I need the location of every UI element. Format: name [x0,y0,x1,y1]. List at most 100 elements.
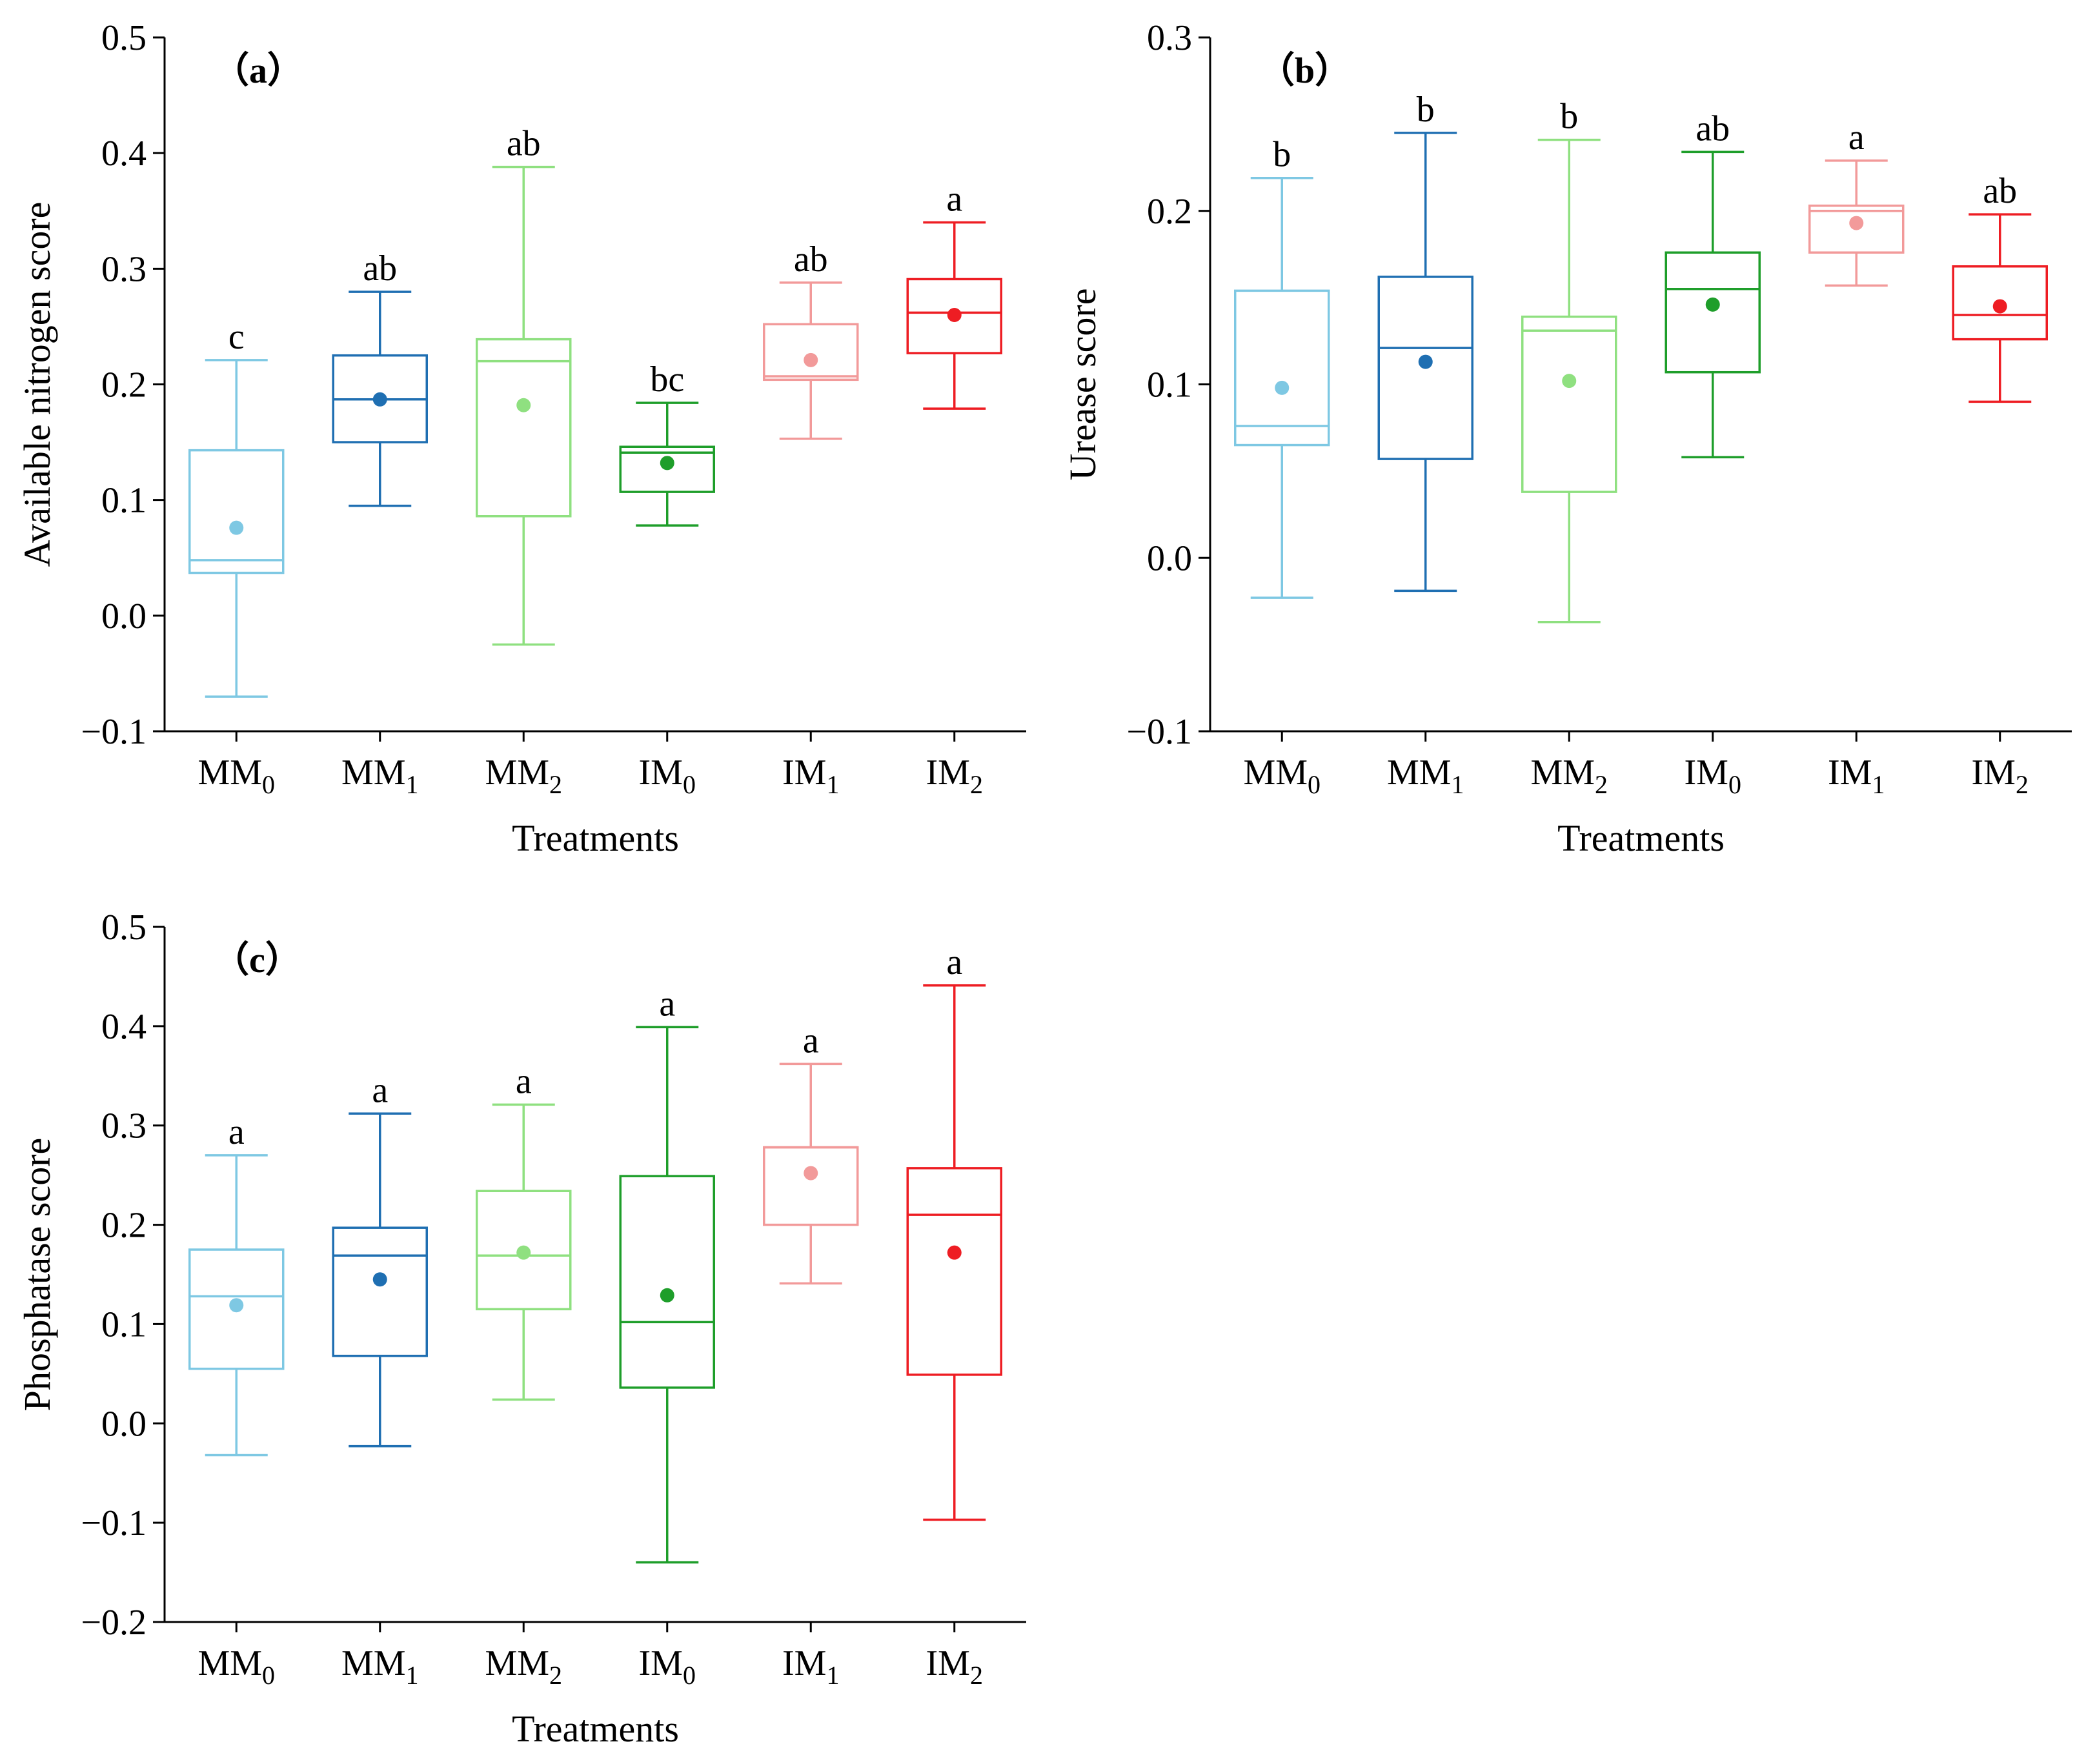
significance-letter: a [1848,117,1865,157]
iqr-box [188,1248,285,1370]
significance-letter: b [1560,97,1578,137]
x-tick-label: IM1 [1828,753,1885,799]
x-tick-label: IM0 [1685,753,1741,799]
x-tick-label: MM2 [485,753,562,799]
significance-letter: b [1273,135,1291,175]
y-tick-label: 0.0 [1147,538,1192,578]
significance-letter: ab [794,239,828,279]
mean-point [1705,297,1720,312]
x-tick-label: MM1 [341,753,419,799]
y-tick-label: −0.1 [81,712,147,752]
y-tick-label: 0.4 [101,134,147,174]
box-IM1: ab [763,239,859,440]
mean-point [229,1298,244,1313]
x-tick-label: IM1 [782,753,839,799]
x-tick-label: MM1 [341,1643,419,1690]
box-MM2: a [476,1061,572,1401]
x-tick-label: MM2 [1530,753,1608,799]
box-MM0: b [1234,135,1330,599]
mean-point [229,520,244,535]
y-axis-title: Urease score [1062,289,1104,481]
iqr-box [1521,315,1617,493]
mean-point [1992,299,2007,314]
significance-letter: ab [1983,171,2017,211]
y-tick-label: 0.2 [1147,192,1192,232]
significance-letter: bc [650,360,684,400]
box-IM0: a [619,984,715,1564]
y-tick-label: 0.3 [101,249,147,289]
panel-label: （b） [1259,50,1351,91]
box-IM1: a [1808,117,1905,287]
box-IM2: ab [1952,171,2048,403]
x-axis-title: Treatments [512,817,679,859]
chart-panel-2: −0.1 0.0 0.1 0.2 0.3 Urease score Treatments （b… [1062,18,2072,859]
box-MM2: b [1521,97,1617,623]
x-tick-label: IM0 [639,1643,696,1690]
iqr-box [763,323,859,381]
iqr-box [906,278,1002,354]
y-tick-label: −0.1 [81,1503,147,1543]
x-tick-label: MM0 [1243,753,1321,799]
y-tick-label: 0.0 [101,1404,147,1444]
box-MM1: ab [332,248,428,507]
significance-letter: c [228,317,245,357]
y-tick-label: 0.2 [101,365,147,405]
mean-point [660,456,674,471]
panel-label: （a） [213,50,303,91]
y-tick-label: 0.1 [1147,365,1192,405]
box-MM0: c [188,317,285,698]
significance-letter: a [659,984,675,1024]
y-tick-label: −0.1 [1126,712,1192,752]
iqr-box [906,1167,1002,1376]
iqr-box [619,1175,715,1389]
mean-point [1275,380,1290,395]
x-axis-title: Treatments [1557,817,1725,859]
significance-letter: b [1417,90,1435,130]
mean-point [516,398,531,412]
y-tick-label: 0.5 [101,907,147,948]
y-tick-label: 0.3 [101,1106,147,1146]
iqr-box [1377,276,1473,460]
mean-point [804,1166,818,1181]
mean-point [947,1245,962,1260]
significance-letter: ab [507,124,541,164]
mean-point [372,392,387,407]
mean-point [947,308,962,322]
y-tick-label: 0.1 [101,481,147,521]
chart-panel-1: −0.1 0.0 0.1 0.2 0.3 0.4 0.5 Available nitrogen… [16,18,1026,859]
significance-letter: a [516,1061,532,1101]
mean-point [1418,354,1433,369]
x-tick-label: MM0 [197,753,275,799]
y-axis-title: Phosphatase score [16,1138,58,1412]
iqr-box [1234,289,1330,447]
x-tick-label: IM2 [1972,753,2029,799]
y-tick-label: 0.2 [101,1206,147,1246]
iqr-box [1952,265,2048,341]
box-MM1: a [332,1070,428,1448]
significance-letter: a [228,1112,245,1152]
mean-point [372,1272,387,1287]
iqr-box [1665,251,1761,374]
mean-point [1849,216,1864,230]
mean-point [1562,374,1577,389]
significance-letter: a [946,942,962,982]
y-tick-label: 0.5 [101,18,147,58]
iqr-box [1808,204,1905,254]
x-tick-label: IM1 [782,1643,839,1690]
significance-letter: a [372,1070,388,1110]
x-tick-label: MM1 [1387,753,1464,799]
box-IM1: a [763,1020,859,1285]
x-axis-title: Treatments [512,1708,679,1750]
box-MM1: b [1377,90,1473,593]
x-tick-label: MM2 [485,1643,562,1690]
mean-point [516,1245,531,1260]
x-tick-label: IM2 [926,1643,983,1690]
iqr-box [332,1226,428,1357]
y-tick-label: −0.2 [81,1603,147,1643]
box-MM2: ab [476,124,572,646]
box-MM0: a [188,1112,285,1457]
mean-point [660,1288,674,1303]
significance-letter: ab [1695,108,1730,148]
chart-panel-3: −0.2 −0.1 0.0 0.1 0.2 0.3 0.4 0.5 Phosphatase sc… [16,907,1026,1750]
